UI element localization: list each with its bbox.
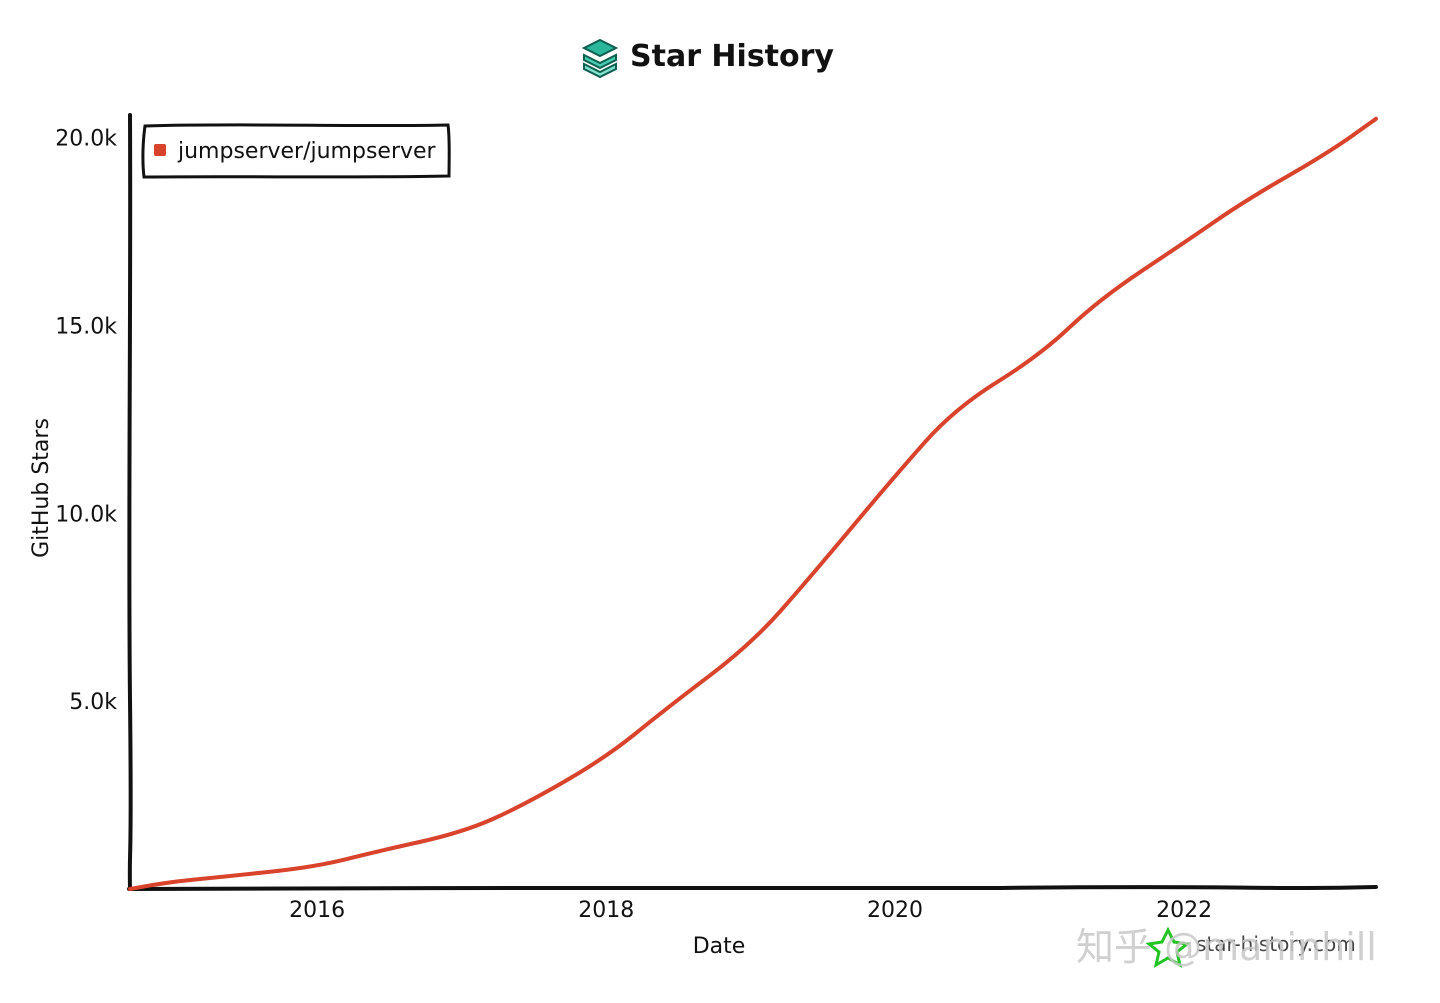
x-axis-label: Date [693,934,746,959]
y-tick-label: 15.0k [55,314,117,339]
star-history-logo-icon [581,38,619,79]
chart-title-group: Star History [581,38,834,79]
footer-brand: star-history.com [1145,926,1356,969]
x-tick-label: 2020 [867,898,923,923]
x-tick-label: 2022 [1156,898,1212,923]
legend: jumpserver/jumpserver [141,123,451,179]
x-axis-line [127,885,1378,891]
footer-site-text: star-history.com [1196,932,1356,956]
watermark-text: 知乎 @maninhill [1076,925,1377,969]
y-axis-label: GitHub Stars [29,418,54,558]
x-axis-ticks: 2016 2018 2020 2022 [289,898,1212,923]
chart-title: Star History [630,39,834,74]
x-tick-label: 2016 [289,898,345,923]
x-tick-label: 2018 [578,898,634,923]
y-tick-label: 5.0k [69,690,117,715]
y-tick-label: 10.0k [55,502,117,527]
y-axis-ticks: 5.0k 10.0k 15.0k 20.0k [55,127,117,716]
legend-label: jumpserver/jumpserver [177,139,437,164]
series-layer [128,116,1379,891]
series-line-jumpserver [128,116,1379,891]
y-tick-label: 20.0k [55,127,117,152]
legend-swatch [154,144,166,156]
y-axis-line [127,113,133,891]
star-outline-icon [1145,926,1191,969]
legend-box [141,123,451,179]
